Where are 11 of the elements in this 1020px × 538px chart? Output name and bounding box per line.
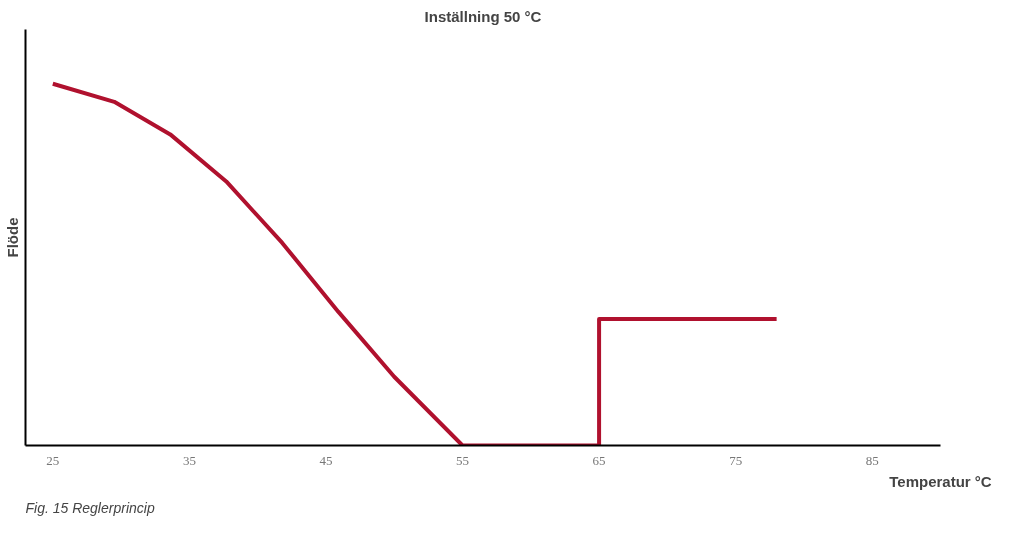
x-tick-label: 25 [46,452,60,468]
x-tick-label: 75 [729,452,743,468]
x-tick-label: 45 [319,452,333,468]
caption: Fig. 15 Reglerprincip [25,499,155,516]
y-axis-title: Flöde [3,217,21,258]
x-tick-label: 55 [456,452,470,468]
x-tick-label: 35 [182,452,196,468]
x-tick-label: 65 [592,452,606,468]
chart-title: Inställning 50 °C [424,7,542,25]
x-tick-label: 85 [865,452,879,468]
x-axis-title: Temperatur °C [889,472,992,490]
